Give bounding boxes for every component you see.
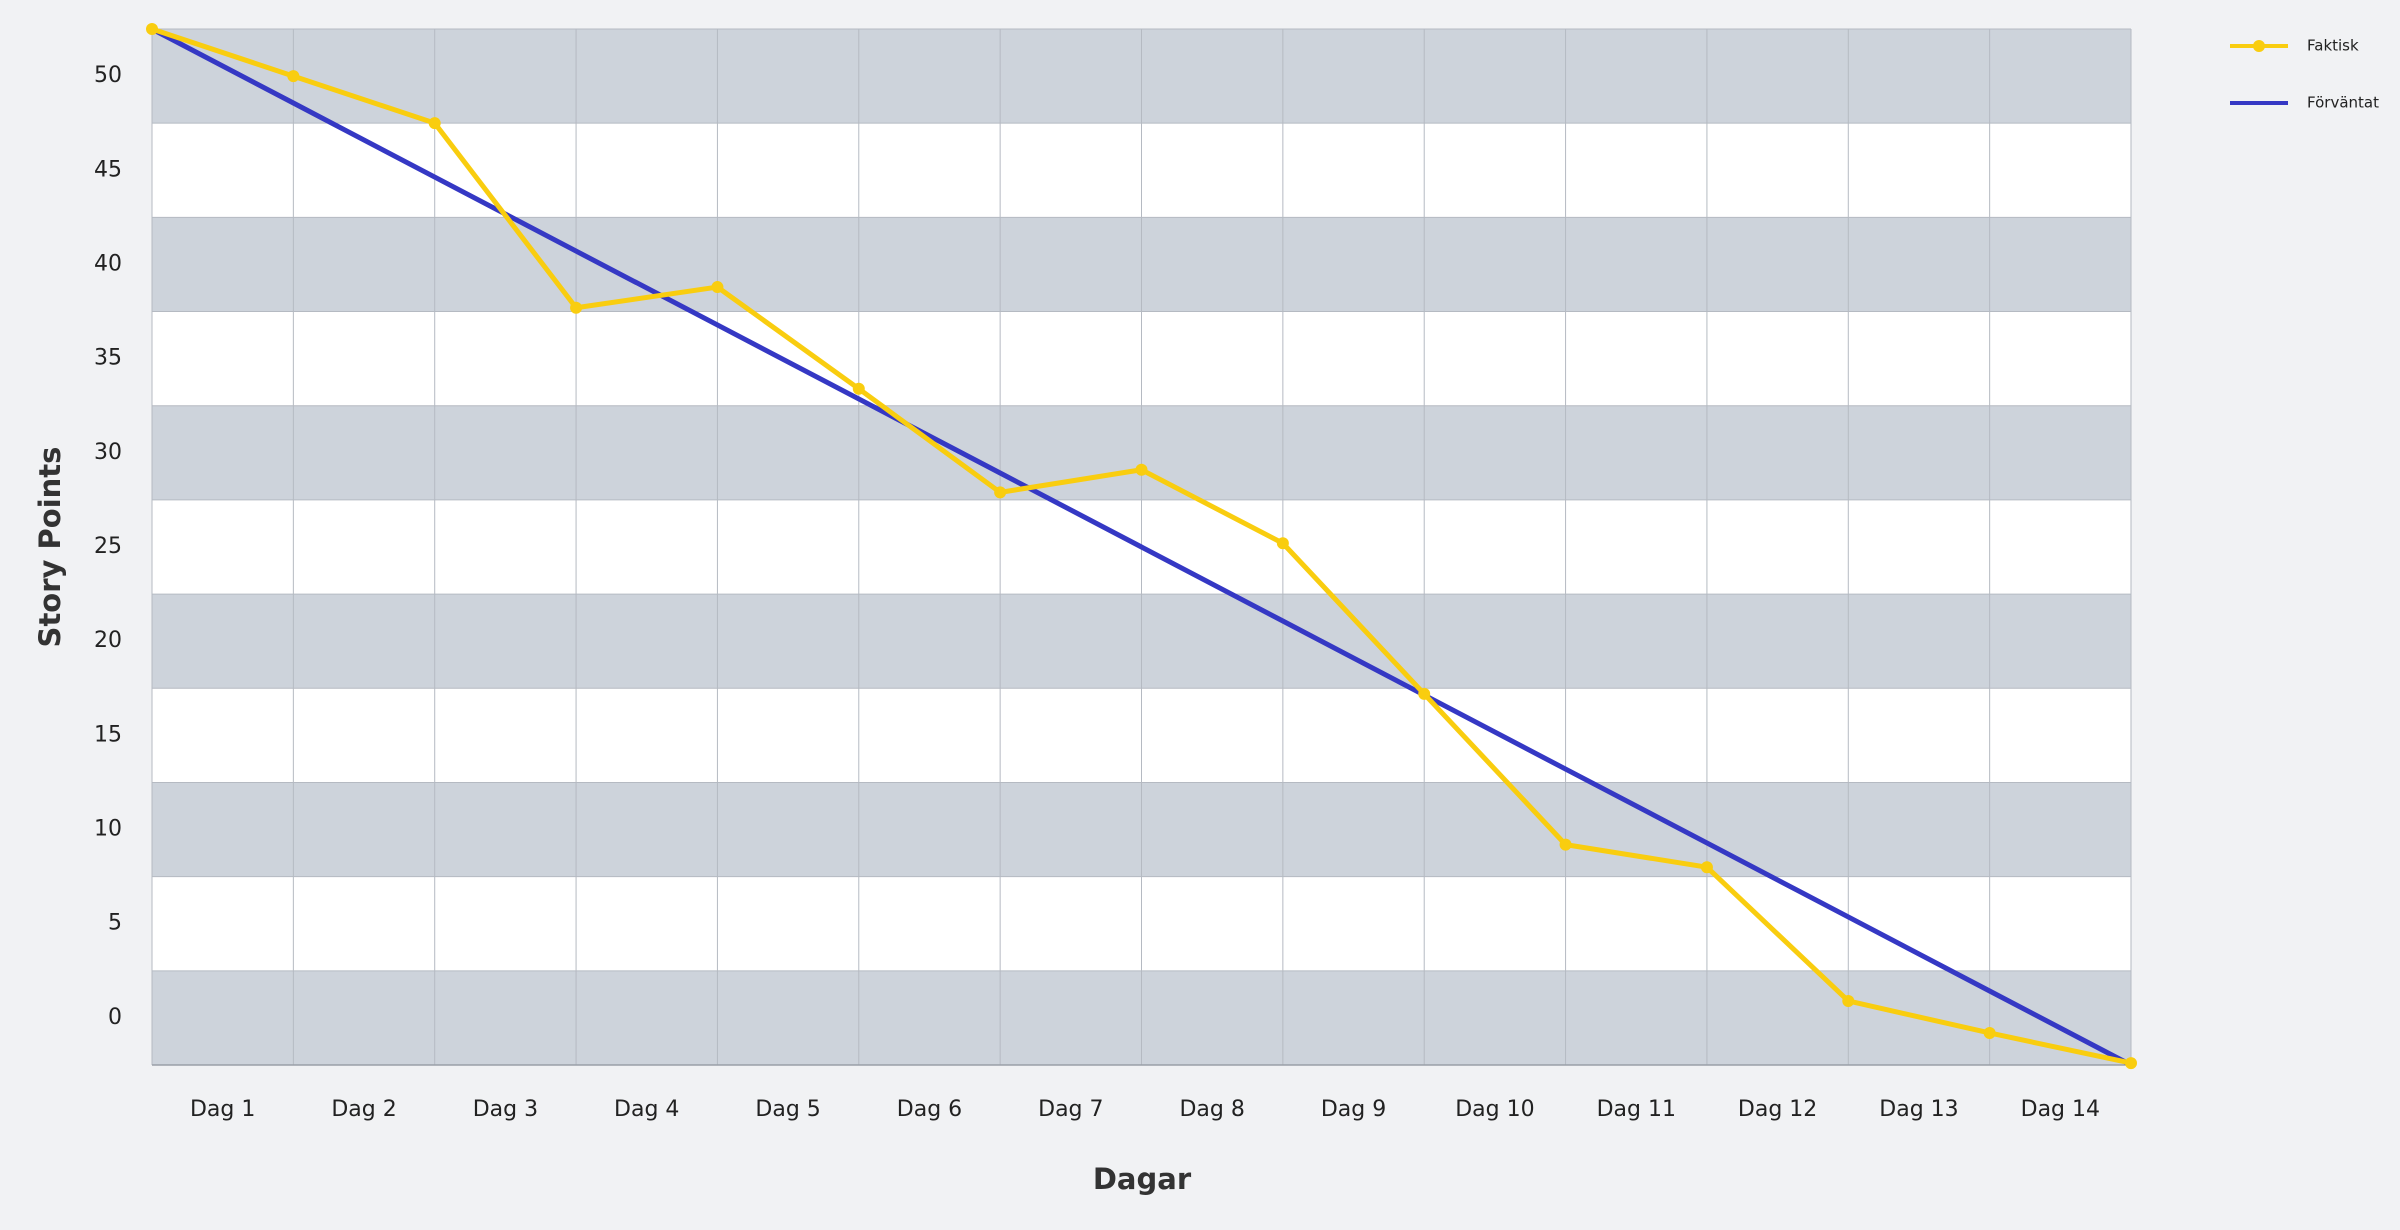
x-tick-label: Dag 7 [1038,1097,1103,1122]
data-point [2125,1057,2137,1070]
x-tick-label: Dag 1 [190,1097,255,1122]
x-tick-label: Dag 12 [1738,1097,1817,1122]
y-tick-label: 15 [94,722,122,747]
y-tick-label: 35 [94,346,122,371]
data-point [1842,994,1855,1007]
data-point [1418,687,1431,700]
x-tick-label: Dag 10 [1455,1097,1534,1122]
y-tick-label: 40 [94,251,122,276]
y-tick-label: 20 [94,628,122,653]
data-point [1559,838,1572,851]
data-point [1700,861,1713,874]
data-point [287,70,300,83]
y-tick-label: 25 [94,534,122,559]
y-tick-label: 10 [94,817,122,842]
x-tick-label: Dag 3 [473,1097,538,1122]
x-tick-label: Dag 8 [1179,1097,1244,1122]
data-point [428,117,441,130]
data-point [1983,1026,1996,1039]
data-point [852,382,865,395]
data-point [711,281,724,294]
legend-label: Faktisk [2307,37,2359,55]
y-axis-title: Story Points [33,447,67,648]
x-tick-label: Dag 13 [1879,1097,1958,1122]
y-tick-label: 30 [94,440,122,465]
x-tick-label: Dag 9 [1321,1097,1386,1122]
x-tick-label: Dag 5 [755,1097,820,1122]
series-line [150,26,2133,1068]
legend-label: Förväntat [2307,94,2379,112]
x-tick-label: Dag 2 [331,1097,396,1122]
x-tick-label: Dag 11 [1597,1097,1676,1122]
y-tick-label: 50 [94,63,122,88]
y-tick-label: 0 [108,1005,122,1030]
y-tick-label: 5 [108,911,122,936]
data-point [994,486,1007,499]
data-point [146,23,158,35]
data-point [570,301,583,314]
x-axis-title: Dagar [1093,1162,1192,1196]
legend-marker [2253,40,2265,52]
y-tick-label: 45 [94,157,122,182]
data-point [1135,463,1148,476]
data-point [1276,537,1289,550]
x-tick-label: Dag 6 [897,1097,962,1122]
x-tick-label: Dag 14 [2021,1097,2100,1122]
x-tick-label: Dag 4 [614,1097,679,1122]
